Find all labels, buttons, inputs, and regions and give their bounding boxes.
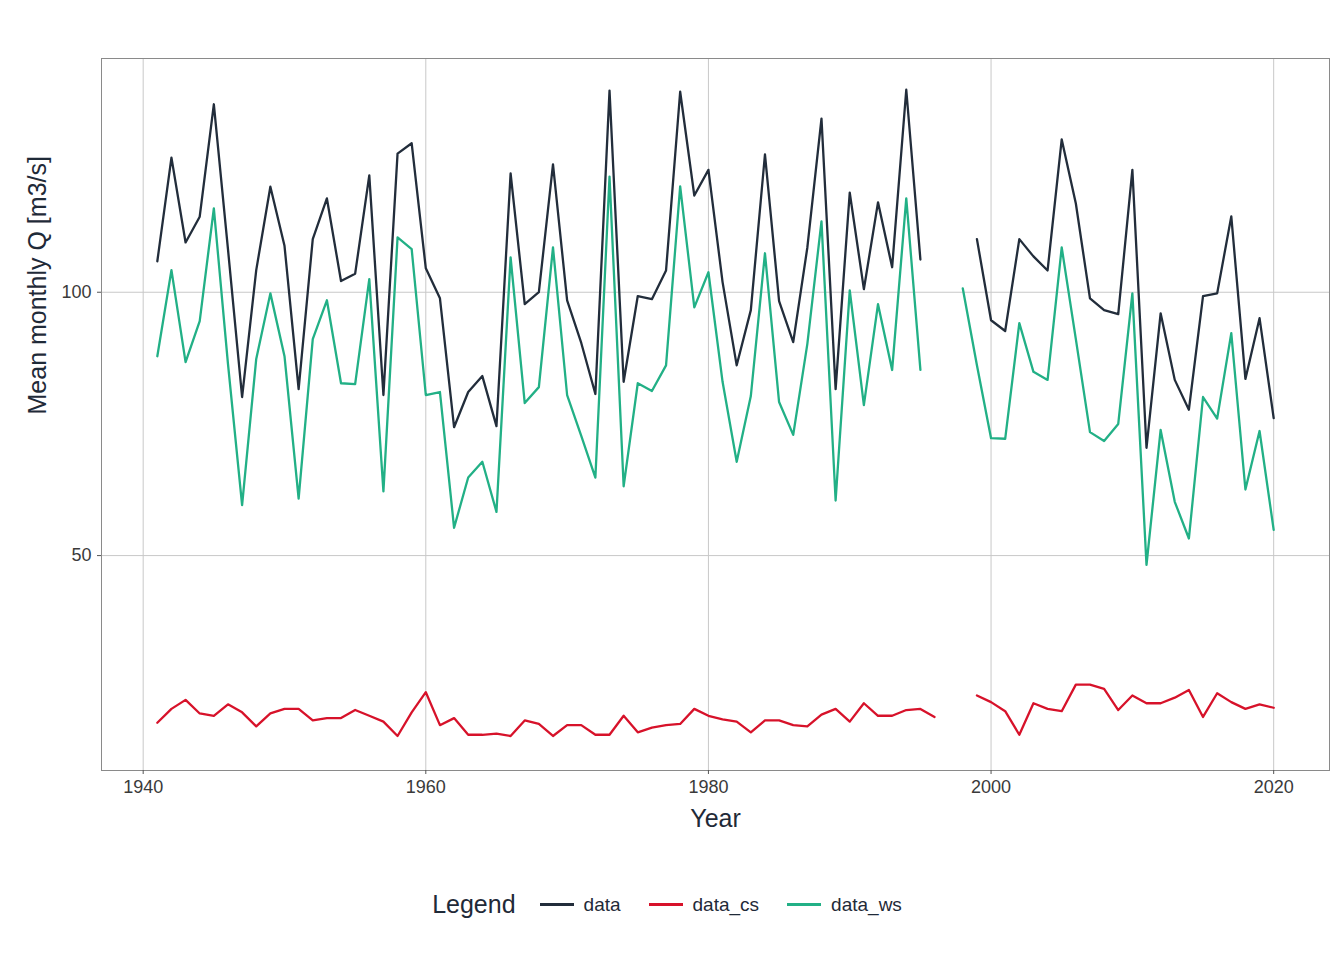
html-text:data: data [583,893,621,915]
svg-text:1980: 1980 [688,777,728,797]
svg-text:Year: Year [690,804,741,832]
html-text:Legend: Legend [432,890,516,918]
html-text:data_cs: data_cs [692,893,760,915]
svg-text:1940: 1940 [123,777,163,797]
svg-text:100: 100 [61,282,91,302]
svg-text:2000: 2000 [971,777,1011,797]
svg-text:50: 50 [71,545,91,565]
svg-text:1960: 1960 [406,777,446,797]
html-text:data_ws: data_ws [831,893,902,915]
svg-text:Mean monthly Q [m3/s]: Mean monthly Q [m3/s] [23,156,51,414]
svg-text:2020: 2020 [1254,777,1294,797]
